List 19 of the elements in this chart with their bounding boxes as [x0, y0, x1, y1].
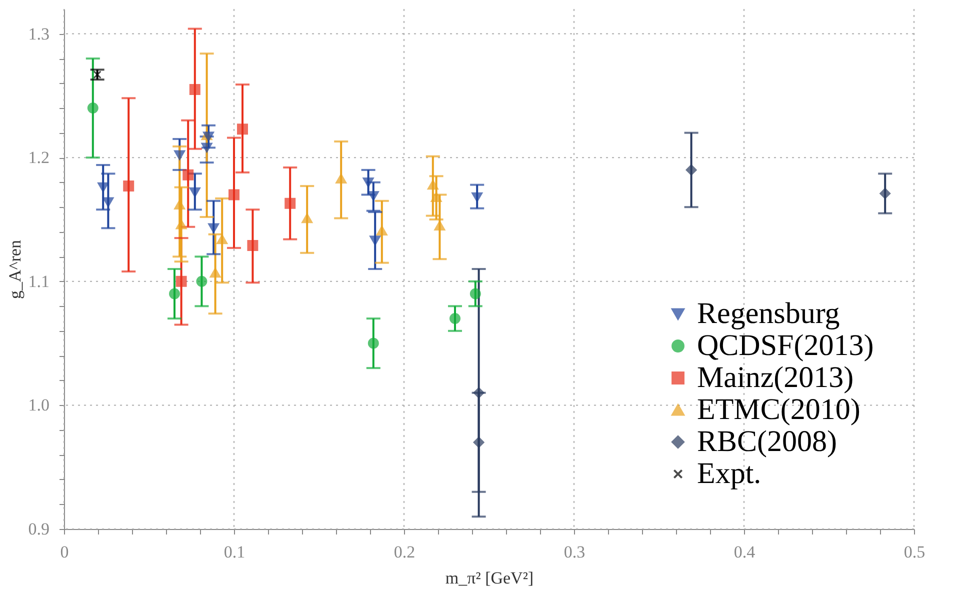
legend-label: Regensburg: [697, 297, 840, 330]
x-tick-label: 0.2: [394, 542, 416, 562]
x-tick-label: 0.4: [734, 542, 756, 562]
x-tick-label: 0: [60, 542, 69, 562]
y-tick-label: 1.2: [28, 148, 50, 168]
y-tick-label: 1.3: [28, 24, 50, 44]
y-tick-label: 1.0: [28, 396, 50, 415]
x-axis-title: m_π² [GeV²]: [445, 568, 534, 588]
x-tick-label: 0.5: [904, 542, 926, 562]
x-tick-label: 0.1: [224, 542, 246, 562]
x-tick-label: 0.3: [564, 542, 586, 562]
y-tick-label: 0.9: [28, 520, 50, 538]
y-axis-title: g_A^ren: [5, 240, 24, 299]
legend-label: RBC(2008): [697, 425, 838, 458]
legend-label: Expt.: [697, 457, 762, 490]
y-tick-label: 1.1: [28, 272, 50, 291]
legend-label: Mainz(2013): [697, 361, 854, 394]
legend-label: QCDSF(2013): [697, 329, 874, 362]
legend-label: ETMC(2010): [697, 393, 860, 426]
